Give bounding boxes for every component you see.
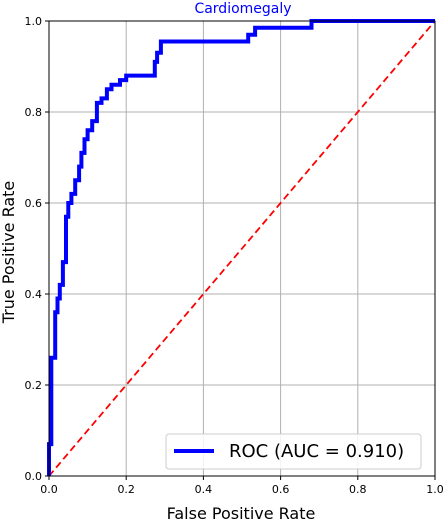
- x-axis-label: False Positive Rate: [167, 504, 316, 522]
- y-tick-label: 0.2: [25, 379, 43, 392]
- axis-ticks: 0.0 0.2 0.4 0.6 0.8 1.0 0.0 0.2 0.4 0.6 0.8 1.0: [25, 15, 444, 496]
- legend-label-roc: ROC (AUC = 0.910): [229, 441, 404, 462]
- x-tick-label: 0.0: [40, 483, 58, 496]
- legend-box: [165, 433, 422, 470]
- y-tick-label: 0.0: [25, 470, 43, 483]
- plot-lines: [47, 19, 436, 477]
- x-tick-label: 0.6: [272, 483, 290, 496]
- x-tick-label: 0.4: [195, 483, 213, 496]
- x-tick-label: 0.8: [349, 483, 367, 496]
- x-tick-label: 0.2: [117, 483, 135, 496]
- legend: ROC (AUC = 0.910): [165, 433, 422, 470]
- y-axis-label: True Positive Rate: [0, 181, 18, 325]
- roc-curve: [47, 19, 435, 476]
- y-tick-label: 0.6: [25, 197, 43, 210]
- y-tick-label: 1.0: [25, 15, 43, 28]
- plot-frame: [48, 20, 436, 477]
- x-tick-label: 1.0: [426, 483, 444, 496]
- chance-diagonal-line: [48, 20, 436, 477]
- chart-title: Cardiomegaly: [194, 1, 291, 17]
- y-tick-label: 0.4: [25, 288, 43, 301]
- y-tick-label: 0.8: [25, 106, 43, 119]
